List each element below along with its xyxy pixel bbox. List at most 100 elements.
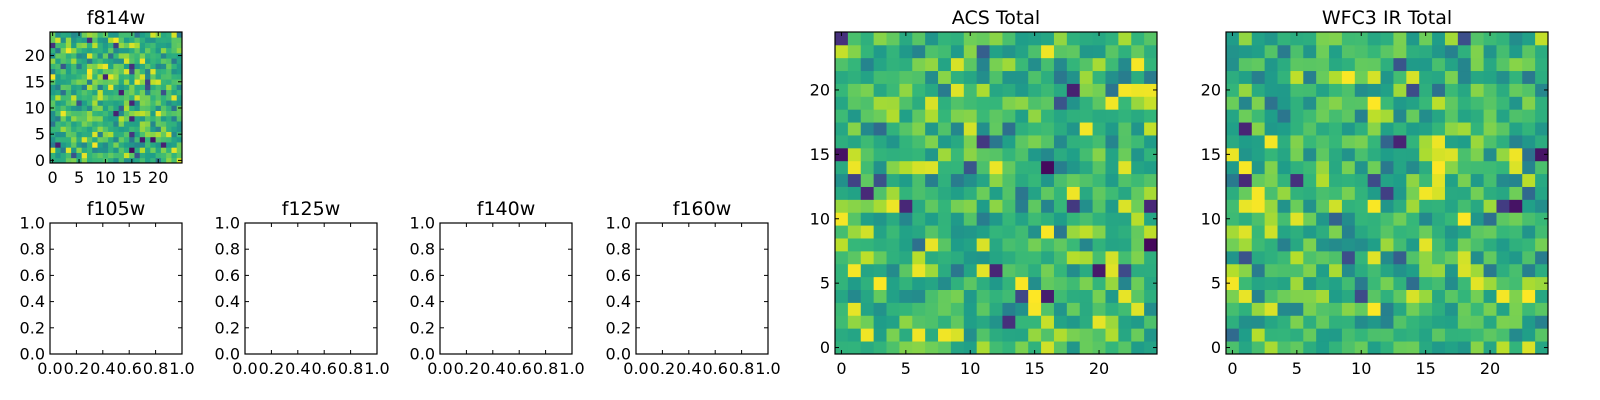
heatmap-cell xyxy=(113,100,120,106)
heatmap-cell xyxy=(1053,225,1068,239)
heatmap-cell xyxy=(102,110,109,117)
heatmap-cell xyxy=(166,63,172,70)
heatmap-cell xyxy=(1380,302,1394,316)
heatmap-cell xyxy=(1092,83,1106,97)
heatmap-cell xyxy=(1329,96,1343,110)
heatmap-cell xyxy=(81,136,88,143)
heatmap-cell xyxy=(86,105,93,111)
heatmap-cell xyxy=(86,63,93,70)
heatmap-cell xyxy=(899,341,913,355)
heatmap-cell xyxy=(1277,238,1291,252)
heatmap-cell xyxy=(155,58,162,64)
heatmap-cell xyxy=(176,94,183,101)
heatmap-cell xyxy=(1496,328,1510,342)
heatmap-cell xyxy=(60,94,67,101)
heatmap-cell xyxy=(76,110,83,117)
heatmap-cell xyxy=(1354,57,1369,72)
heatmap-cell xyxy=(1251,32,1266,46)
heatmap-cell xyxy=(60,100,67,106)
heatmap-cell xyxy=(1316,173,1330,187)
heatmap-cell xyxy=(1251,250,1266,265)
heatmap-cell xyxy=(899,135,913,149)
heatmap-cell xyxy=(50,84,56,91)
heatmap-cell xyxy=(1380,199,1394,213)
heatmap-cell xyxy=(123,131,130,138)
heatmap-cell xyxy=(1092,160,1106,175)
heatmap-cell xyxy=(976,315,990,329)
heatmap-cell xyxy=(860,135,875,149)
heatmap-cell xyxy=(1483,263,1497,278)
heatmap-cell xyxy=(1041,44,1055,59)
heatmap-cell xyxy=(1238,289,1253,303)
heatmap-cell xyxy=(847,263,862,278)
heatmap-cell xyxy=(150,100,156,106)
heatmap-cell xyxy=(860,96,875,110)
heatmap-cell xyxy=(92,79,98,85)
heatmap-cell xyxy=(166,94,172,101)
heatmap-cell xyxy=(899,96,913,110)
heatmap-cell xyxy=(1367,160,1381,175)
heatmap-cell xyxy=(860,70,875,84)
heatmap-cell xyxy=(139,136,146,143)
heatmap-cell xyxy=(938,147,952,162)
x-tick-label: 0.8 xyxy=(533,359,558,378)
y-tick-label: 0.2 xyxy=(215,318,240,337)
heatmap-cell xyxy=(71,152,77,159)
heatmap-cell xyxy=(150,126,156,132)
heatmap-cell xyxy=(1002,315,1016,329)
heatmap-cell xyxy=(989,276,1003,290)
heatmap-cell xyxy=(113,126,120,132)
x-tick-label: 0.2 xyxy=(650,359,675,378)
ticks-f125w: 0.0 0.2 0.4 0.6 0.8 1.00.00.20.40.60.81.0 xyxy=(215,214,390,379)
heatmap-cell xyxy=(835,32,849,46)
heatmap-cell xyxy=(912,135,926,149)
heatmap-cell xyxy=(1290,109,1304,123)
heatmap-cell xyxy=(1406,328,1420,342)
heatmap-cell xyxy=(1238,238,1253,252)
heatmap-cell xyxy=(86,157,93,164)
heatmap-cell xyxy=(1496,57,1510,72)
heatmap-cell xyxy=(1432,238,1446,252)
heatmap-cell xyxy=(1251,225,1266,239)
heatmap-cell xyxy=(976,250,990,265)
heatmap-cell xyxy=(65,47,72,54)
heatmap-cell xyxy=(1522,186,1536,200)
heatmap-cell xyxy=(1079,57,1093,72)
heatmap-cell xyxy=(139,73,146,80)
heatmap-cell xyxy=(1470,302,1484,316)
heatmap-cell xyxy=(1367,44,1381,59)
heatmap-cell xyxy=(1406,263,1420,278)
heatmap-cell xyxy=(145,147,151,153)
heatmap-cell xyxy=(171,42,178,49)
heatmap-cell xyxy=(912,186,926,200)
heatmap-cell xyxy=(1380,70,1394,84)
heatmap-cell xyxy=(1290,160,1304,175)
heatmap-cell xyxy=(1118,212,1132,226)
x-tick-label: 0.0 xyxy=(232,359,257,378)
heatmap-cell xyxy=(1028,302,1042,316)
x-tick-label: 0.2 xyxy=(259,359,284,378)
heatmap-cell xyxy=(1419,341,1433,355)
heatmap-cell xyxy=(1290,173,1304,187)
heatmap-cell xyxy=(1264,276,1278,290)
heatmap-cell xyxy=(1002,70,1016,84)
heatmap-cell xyxy=(1522,263,1536,278)
heatmap-cell xyxy=(1457,186,1472,200)
heatmap-cell xyxy=(1470,32,1484,46)
heatmap-cell xyxy=(171,58,178,64)
heatmap-cell xyxy=(1470,44,1484,59)
heatmap-cell xyxy=(1226,225,1240,239)
heatmap-cell xyxy=(1131,57,1145,72)
heatmap-cell xyxy=(166,89,172,96)
heatmap-cell xyxy=(145,37,151,43)
heatmap-cell xyxy=(150,37,156,43)
heatmap-cell xyxy=(1092,302,1106,316)
heatmap-cell xyxy=(1131,173,1145,187)
heatmap-cell xyxy=(171,84,178,91)
heatmap-cell xyxy=(139,58,146,64)
heatmap-cell xyxy=(1118,96,1132,110)
heatmap-cell xyxy=(1393,57,1407,72)
heatmap-f814w xyxy=(50,32,183,164)
heatmap-cell xyxy=(171,152,178,159)
